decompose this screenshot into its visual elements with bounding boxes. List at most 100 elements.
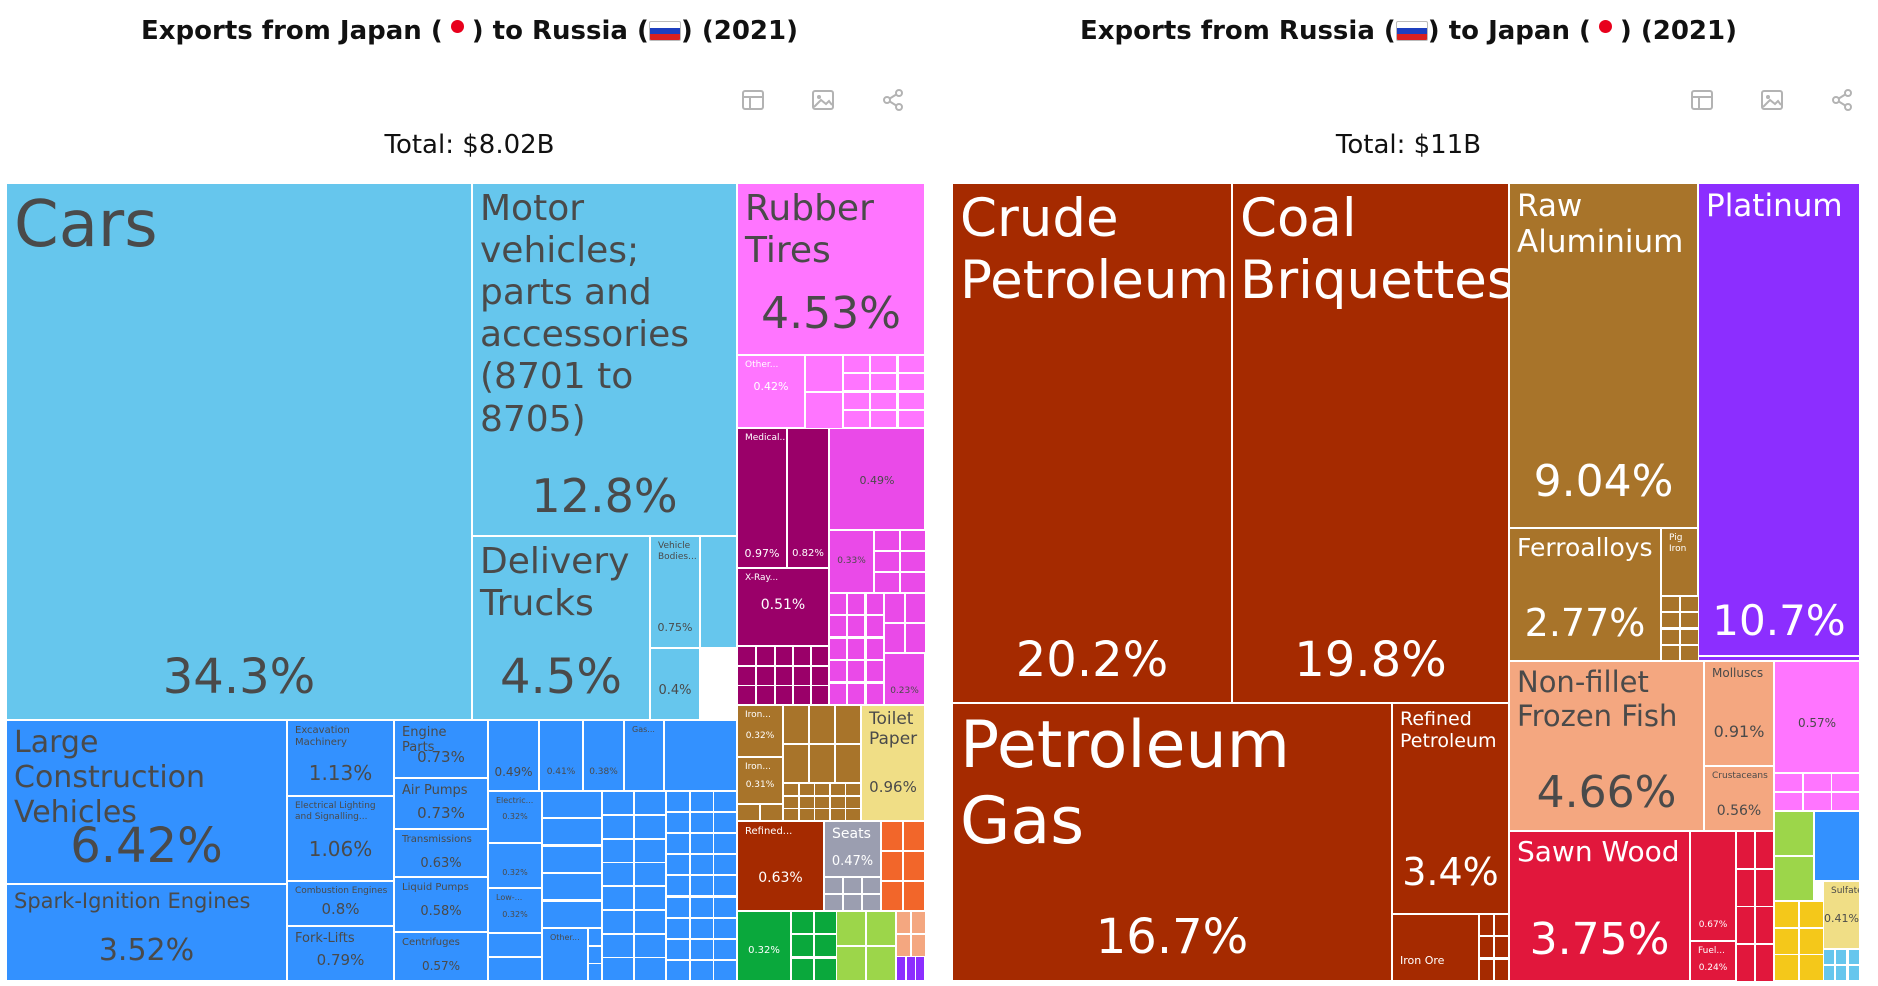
tile-vehicle-bodies[interactable]: Vehicle Bodies... 0.75% [650,536,700,648]
small-tile[interactable] [870,392,897,410]
small-tile[interactable] [1736,869,1755,907]
small-tile[interactable] [911,911,926,934]
small-tile[interactable] [1831,792,1860,811]
small-tile[interactable] [1661,629,1680,645]
small-tile[interactable] [870,373,897,391]
small-tile[interactable] [791,911,814,934]
small-tile[interactable] [1755,831,1774,869]
small-tile[interactable] [809,744,835,783]
small-tile[interactable] [775,666,793,686]
small-tile[interactable] [602,957,634,981]
small-tile[interactable] [737,685,756,705]
small-tile[interactable] [634,839,666,863]
small-tile[interactable] [690,854,714,875]
small-tile[interactable] [488,957,542,981]
small-tile[interactable] [870,355,897,373]
small-tile[interactable] [881,851,903,881]
small-tile[interactable] [488,933,542,957]
small-tile[interactable] [690,875,714,896]
small-tile[interactable] [881,881,903,911]
tile-electric[interactable]: Electric... 0.32% [488,791,542,843]
small-tile[interactable] [911,934,926,957]
small-tile[interactable] [829,660,847,682]
tile-seats[interactable]: Seats 0.47% [824,821,881,877]
tile-fork-lifts[interactable]: Fork-Lifts 0.79% [287,926,394,981]
tile-pig-iron[interactable]: Pig Iron [1661,528,1698,596]
small-tile[interactable] [634,886,666,910]
small-tile[interactable] [1823,949,1835,965]
tile-large-construction-vehicles[interactable]: Large Construction Vehicles 6.42% [6,720,287,884]
tile[interactable] [664,720,737,791]
small-tile[interactable] [1661,612,1680,628]
small-tile[interactable] [898,392,925,410]
small-tile[interactable] [1736,831,1755,869]
small-tile[interactable] [634,815,666,839]
small-tile[interactable] [903,821,925,851]
small-tile[interactable] [829,638,847,660]
small-tile[interactable] [836,911,866,946]
small-tile[interactable] [881,821,903,851]
small-tile[interactable] [690,960,714,981]
small-tile[interactable] [1661,645,1680,661]
tile[interactable]: 0.38% [583,720,624,791]
tile-refined[interactable]: Refined... 0.63% [737,821,824,911]
tile-molluscs[interactable]: Molluscs 0.91% [1704,661,1774,766]
small-tile[interactable] [1799,901,1824,928]
tile[interactable]: 0.49% [488,720,539,791]
small-tile[interactable] [843,877,862,894]
small-tile[interactable] [847,615,865,637]
small-tile[interactable] [811,646,829,666]
small-tile[interactable] [602,886,634,910]
small-tile[interactable] [884,593,905,623]
tile[interactable]: 0.33% [829,530,874,593]
table-icon[interactable] [739,88,767,116]
tile-toilet-paper[interactable]: Toilet Paper 0.96% [861,705,925,821]
small-tile[interactable] [634,957,666,981]
small-tile[interactable] [845,783,861,796]
tile-delivery-trucks[interactable]: Delivery Trucks 4.5% [472,536,650,720]
small-tile[interactable] [783,705,809,744]
small-tile[interactable] [793,646,811,666]
small-tile[interactable] [783,744,809,783]
tile-excavation-machinery[interactable]: Excavation Machinery 1.13% [287,720,394,796]
tile-coal-briquettes[interactable]: Coal Briquettes 19.8% [1232,183,1509,703]
tile-iron[interactable]: Iron... 0.31% [737,757,783,804]
small-tile[interactable] [830,783,846,796]
small-tile[interactable] [713,812,737,833]
small-tile[interactable] [1803,792,1832,811]
small-tile[interactable] [1736,906,1755,944]
tile-petroleum-gas[interactable]: Petroleum Gas 16.7% [952,703,1392,981]
small-tile[interactable] [830,808,846,821]
small-tile[interactable] [829,615,847,637]
tile-non-fillet-frozen-fish[interactable]: Non-fillet Frozen Fish 4.66% [1509,661,1704,831]
small-tile[interactable] [905,593,926,623]
small-tile[interactable] [1848,949,1860,965]
small-tile[interactable] [1774,792,1803,811]
small-tile[interactable] [602,815,634,839]
small-tile[interactable] [602,934,634,958]
small-tile[interactable] [737,804,760,821]
small-tile[interactable] [1680,596,1699,612]
tile-ferroalloys[interactable]: Ferroalloys 2.77% [1509,528,1661,661]
small-tile[interactable] [843,410,870,428]
small-tile[interactable] [835,705,861,744]
small-tile[interactable] [793,685,811,705]
small-tile[interactable] [1494,936,1509,958]
small-tile[interactable] [862,894,881,911]
small-tile[interactable] [1698,656,1860,661]
tile[interactable]: 0.41% [539,720,583,791]
small-tile[interactable] [824,894,843,911]
small-tile[interactable] [1680,629,1699,645]
small-tile[interactable] [1479,959,1494,981]
small-tile[interactable] [896,934,911,957]
tile-low[interactable]: Low-... 0.32% [488,888,542,933]
small-tile[interactable] [666,875,690,896]
small-tile[interactable] [829,683,847,705]
small-tile[interactable] [775,646,793,666]
small-tile[interactable] [898,410,925,428]
small-tile[interactable] [900,551,926,572]
tile-cars[interactable]: Cars 34.3% [6,183,472,720]
small-tile[interactable] [542,901,602,928]
tile-crustaceans[interactable]: Crustaceans 0.56% [1704,766,1774,831]
small-tile[interactable] [805,392,843,429]
